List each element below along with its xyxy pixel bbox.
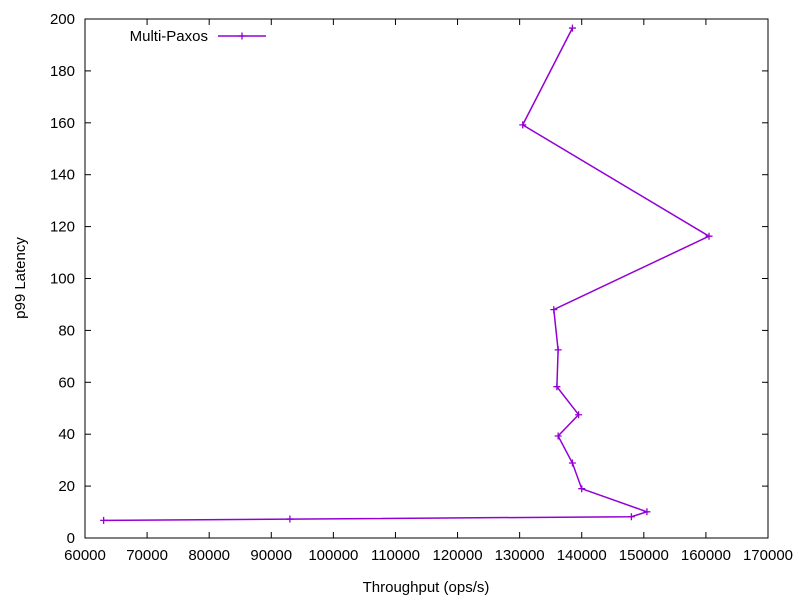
data-point xyxy=(568,459,576,467)
y-tick-label: 140 xyxy=(50,167,75,184)
data-point xyxy=(554,346,562,354)
y-tick-label: 100 xyxy=(50,271,75,288)
x-tick-label: 150000 xyxy=(619,547,669,564)
x-tick-label: 110000 xyxy=(371,547,420,564)
x-tick-label: 80000 xyxy=(188,547,230,564)
data-point xyxy=(100,516,108,524)
data-point xyxy=(286,515,294,523)
series-line xyxy=(103,27,711,522)
x-tick-label: 160000 xyxy=(681,547,731,564)
x-axis-title: Throughput (ops/s) xyxy=(363,579,490,596)
x-tick-label: 100000 xyxy=(308,547,358,564)
y-axis-title: p99 Latency xyxy=(12,237,29,319)
data-point xyxy=(575,411,583,419)
y-tick-label: 80 xyxy=(58,322,75,339)
y-tick-label: 180 xyxy=(50,63,75,80)
y-tick-label: 40 xyxy=(58,426,75,443)
y-tick-label: 0 xyxy=(67,530,75,547)
data-point xyxy=(627,513,635,521)
data-point xyxy=(553,383,561,391)
y-tick-label: 200 xyxy=(50,11,75,28)
data-point xyxy=(578,485,586,493)
x-tick-label: 140000 xyxy=(557,547,607,564)
x-tick-label: 120000 xyxy=(433,547,483,564)
data-point xyxy=(554,432,562,440)
x-tick-label: 130000 xyxy=(495,547,545,564)
data-point xyxy=(643,508,651,516)
data-point xyxy=(519,121,527,129)
x-tick-label: 60000 xyxy=(64,547,106,564)
x-tick-label: 70000 xyxy=(126,547,168,564)
legend-label: Multi-Paxos xyxy=(130,28,208,45)
y-tick-label: 160 xyxy=(50,115,75,132)
legend-marker xyxy=(238,32,246,40)
x-tick-label: 170000 xyxy=(743,547,793,564)
x-tick-label: 90000 xyxy=(250,547,292,564)
data-point xyxy=(550,306,558,314)
y-tick-label: 120 xyxy=(50,219,75,236)
data-point xyxy=(705,232,713,240)
y-tick-label: 20 xyxy=(58,478,75,495)
data-point xyxy=(568,24,576,32)
y-tick-label: 60 xyxy=(58,374,75,391)
